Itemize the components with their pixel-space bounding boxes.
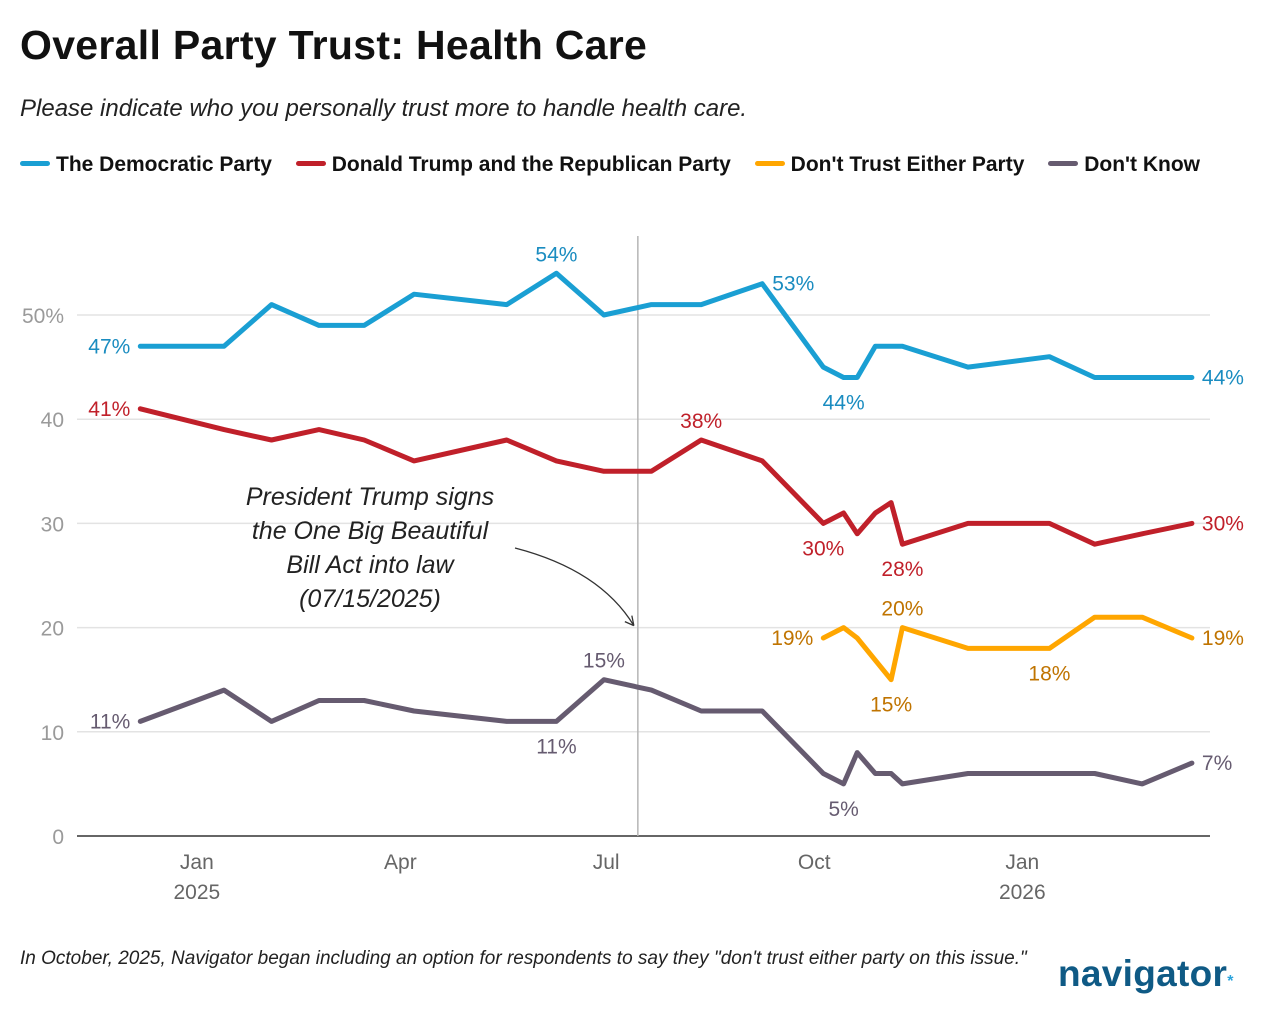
annotation-text: President Trump signs <box>246 483 494 511</box>
x-tick-label: Jul <box>593 851 620 874</box>
annotation-text: (07/15/2025) <box>299 585 441 613</box>
legend-item-dont-know: Don't Know <box>1048 153 1200 176</box>
data-label: 19% <box>1202 627 1244 650</box>
y-tick-label: 40 <box>41 409 64 432</box>
annotation-text: Bill Act into law <box>286 551 455 579</box>
legend-item-neither: Don't Trust Either Party <box>754 153 1025 176</box>
data-label: 20% <box>881 598 923 621</box>
legend-label: The Democratic Party <box>56 153 272 176</box>
data-label: 15% <box>870 694 912 717</box>
annotation-text: the One Big Beautiful <box>252 517 490 545</box>
data-label: 47% <box>88 335 130 358</box>
series-line-2 <box>820 614 1195 683</box>
y-tick-label: 30 <box>41 513 64 536</box>
x-tick-label: Jan <box>1005 851 1039 874</box>
footnote: In October, 2025, Navigator began includ… <box>20 948 1027 969</box>
data-label: 11% <box>90 710 130 733</box>
data-label: 54% <box>535 243 577 266</box>
data-label: 44% <box>823 392 865 415</box>
x-tick-sublabel: 2026 <box>999 881 1046 904</box>
navigator-logo: navigator* <box>1058 953 1234 995</box>
data-label: 38% <box>680 410 722 433</box>
y-tick-label: 10 <box>41 722 64 745</box>
data-label: 7% <box>1202 752 1232 775</box>
legend-label: Don't Trust Either Party <box>790 153 1025 176</box>
data-label: 18% <box>1028 662 1070 685</box>
data-label: 53% <box>772 273 814 296</box>
legend-swatch <box>295 160 326 166</box>
data-label: 30% <box>802 537 844 560</box>
y-tick-label: 50% <box>22 305 64 328</box>
x-tick-label: Jan <box>180 851 214 874</box>
legend-label: Don't Know <box>1084 153 1201 176</box>
annotation-arrowhead <box>624 615 635 627</box>
x-tick-label: Oct <box>798 851 831 874</box>
chart-title: Overall Party Trust: Health Care <box>20 22 648 68</box>
y-tick-label: 0 <box>52 826 64 849</box>
annotation-arrow <box>514 547 635 626</box>
x-tick-label: Apr <box>384 851 417 874</box>
data-label: 5% <box>828 798 858 821</box>
series-line-0 <box>137 270 1195 380</box>
legend-swatch <box>20 160 50 166</box>
data-label: 41% <box>88 398 130 421</box>
legend: The Democratic Party Donald Trump and th… <box>20 148 1220 182</box>
data-label: 11% <box>536 735 576 758</box>
data-label: 44% <box>1202 367 1244 390</box>
data-label: 28% <box>881 558 923 581</box>
legend-label: Donald Trump and the Republican Party <box>331 153 731 176</box>
data-label: 15% <box>583 650 625 673</box>
x-tick-sublabel: 2025 <box>173 881 220 904</box>
legend-swatch <box>1048 160 1079 166</box>
data-label: 19% <box>771 627 813 650</box>
logo-text: navigator <box>1058 953 1228 994</box>
star-icon: * <box>1227 973 1234 990</box>
y-tick-label: 20 <box>41 618 64 641</box>
legend-item-democratic: The Democratic Party <box>20 153 272 176</box>
legend-item-republican: Donald Trump and the Republican Party <box>295 153 731 176</box>
data-label: 30% <box>1202 512 1244 535</box>
legend-swatch <box>754 160 785 166</box>
chart-subtitle: Please indicate who you personally trust… <box>20 95 748 122</box>
